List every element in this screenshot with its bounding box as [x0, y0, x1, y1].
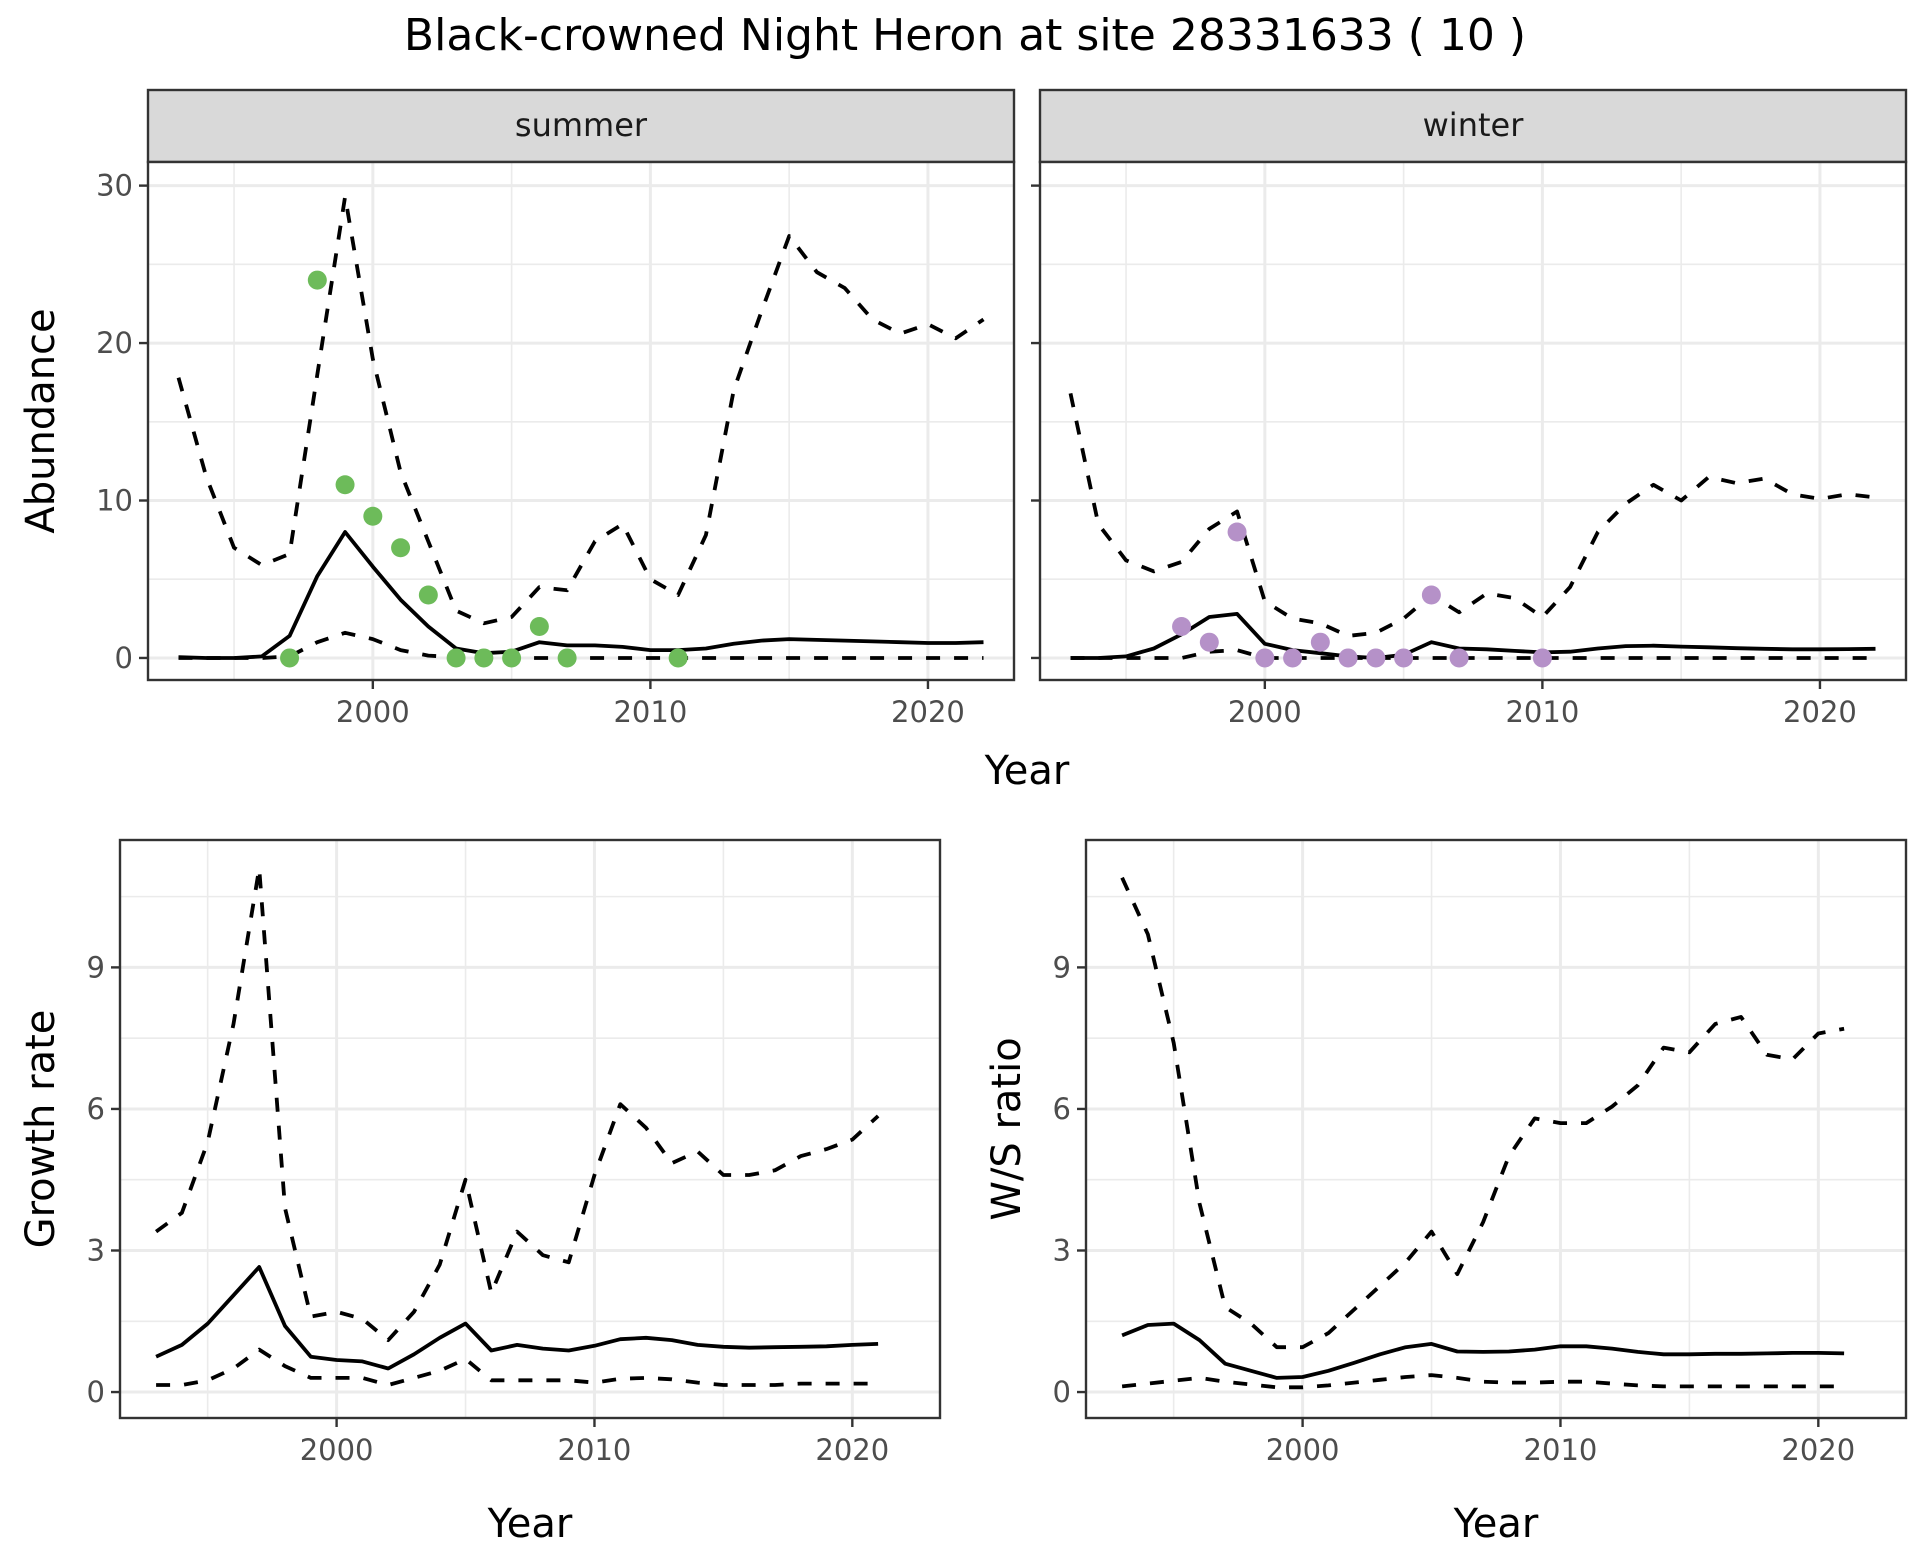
winter-observed-point: [1532, 648, 1552, 668]
ws_ratio-x-tick-label: 2000: [1266, 1433, 1340, 1467]
summer-observed-point: [502, 648, 522, 668]
ws_ratio-panel-border: [1084, 838, 1908, 1420]
summer-x-tick-label: 2020: [891, 695, 965, 729]
summer-x-tick-label: 2010: [613, 695, 687, 729]
growth-x-axis-title: Year: [487, 1501, 573, 1547]
growth-x-tick-label: 2000: [300, 1433, 374, 1467]
ws_ratio-upper-line: [1120, 876, 1845, 1350]
summer-observed-point: [335, 475, 355, 495]
winter-observed-point: [1255, 648, 1275, 668]
winter-observed-point: [1199, 632, 1219, 652]
winter-plot-area: 2000 2010 2020: [1031, 160, 1908, 729]
ws-plot-area: 2000 2010 2020 0 3 6 9: [1053, 838, 1908, 1467]
ws_ratio-mean-line: [1121, 1321, 1845, 1380]
ws_ratio-y-tick-label: 3: [1053, 1233, 1071, 1267]
ws-x-axis-title: Year: [1453, 1501, 1539, 1547]
summer-x-tick-label: 2000: [336, 695, 410, 729]
growth-x-tick-label: 2010: [558, 1433, 632, 1467]
winter-observed-point: [1227, 522, 1247, 542]
summer-observed-point: [446, 648, 466, 668]
winter-observed-point: [1421, 585, 1441, 605]
summer-observed-point: [529, 616, 549, 636]
winter-panel: winter 2000 2010 2020: [1031, 88, 1908, 729]
summer-y-tick-label: 20: [96, 326, 133, 360]
winter-observed-point: [1172, 616, 1192, 636]
summer-mean-line: [178, 530, 984, 660]
ws_ratio-x-tick-label: 2020: [1781, 1433, 1855, 1467]
winter-strip-label: winter: [1423, 106, 1525, 144]
summer-observed-point: [474, 648, 494, 668]
winter-upper-line: [1068, 393, 1876, 638]
winter-strip: [1038, 88, 1908, 164]
winter-observed-point: [1338, 648, 1358, 668]
winter-mean-line: [1070, 612, 1876, 660]
ws_ratio-y-tick-label: 9: [1053, 950, 1071, 984]
winter-observed-point: [1394, 648, 1414, 668]
growth-y-tick-label: 9: [87, 950, 105, 984]
ws_ratio-lower-line: [1121, 1373, 1845, 1390]
ws-y-axis-title: W/S ratio: [984, 1037, 1030, 1220]
winter-panel-border: [1038, 160, 1908, 682]
winter-x-tick-label: 2010: [1505, 695, 1579, 729]
growth-x-tick-label: 2020: [815, 1433, 889, 1467]
summer-upper-line: [176, 194, 985, 626]
summer-observed-point: [280, 648, 300, 668]
summer-observed-point: [363, 506, 383, 526]
summer-y-tick-label: 0: [115, 641, 133, 675]
summer-lower-line: [178, 630, 984, 660]
summer-y-tick-label: 10: [96, 484, 133, 518]
summer-observed-point: [668, 648, 688, 668]
winter-observed-point: [1449, 648, 1469, 668]
growth-rate-panel: 2000 2010 2020 0 3 6 9 Year Growth rate: [18, 838, 942, 1547]
top-y-axis-title: Abundance: [18, 308, 64, 533]
summer-plot-area: 2000 2010 2020 0 10 20 30: [96, 160, 1016, 729]
growth-upper-line: [154, 866, 880, 1342]
summer-observed-point: [391, 538, 411, 558]
ws_ratio-plot-background: [1086, 840, 1906, 1418]
ws_ratio-x-tick-label: 2010: [1524, 1433, 1598, 1467]
growth-mean-line: [155, 1265, 879, 1371]
winter-observed-point: [1310, 632, 1330, 652]
summer-strip-label: summer: [515, 106, 648, 144]
winter-observed-point: [1283, 648, 1303, 668]
growth-panel-border: [118, 838, 942, 1420]
winter-lower-line: [1070, 648, 1876, 660]
ws_ratio-y-tick-label: 0: [1053, 1375, 1071, 1409]
top-x-axis-title: Year: [984, 748, 1070, 794]
growth-y-axis-title: Growth rate: [18, 1010, 64, 1249]
summer-strip: [146, 88, 1016, 164]
winter-observed-point: [1366, 648, 1386, 668]
growth-y-tick-label: 3: [87, 1233, 105, 1267]
growth-plot-area: 2000 2010 2020 0 3 6 9: [87, 838, 942, 1467]
growth-y-tick-label: 6: [87, 1092, 105, 1126]
growth-plot-background: [120, 840, 940, 1418]
summer-observed-point: [557, 648, 577, 668]
ws_ratio-y-tick-label: 6: [1053, 1092, 1071, 1126]
winter-x-tick-label: 2020: [1783, 695, 1857, 729]
summer-panel-border: [146, 160, 1016, 682]
figure-title: Black-crowned Night Heron at site 283316…: [404, 10, 1526, 61]
summer-y-tick-label: 30: [96, 169, 133, 203]
winter-x-tick-label: 2000: [1228, 695, 1302, 729]
ws-ratio-panel: 2000 2010 2020 0 3 6 9 Year W/S ratio: [984, 838, 1908, 1547]
summer-observed-point: [307, 270, 327, 290]
summer-panel: summer 2000 2010 2020 0 10 20 30: [96, 88, 1016, 729]
growth-y-tick-label: 0: [87, 1375, 105, 1409]
summer-observed-point: [418, 585, 438, 605]
